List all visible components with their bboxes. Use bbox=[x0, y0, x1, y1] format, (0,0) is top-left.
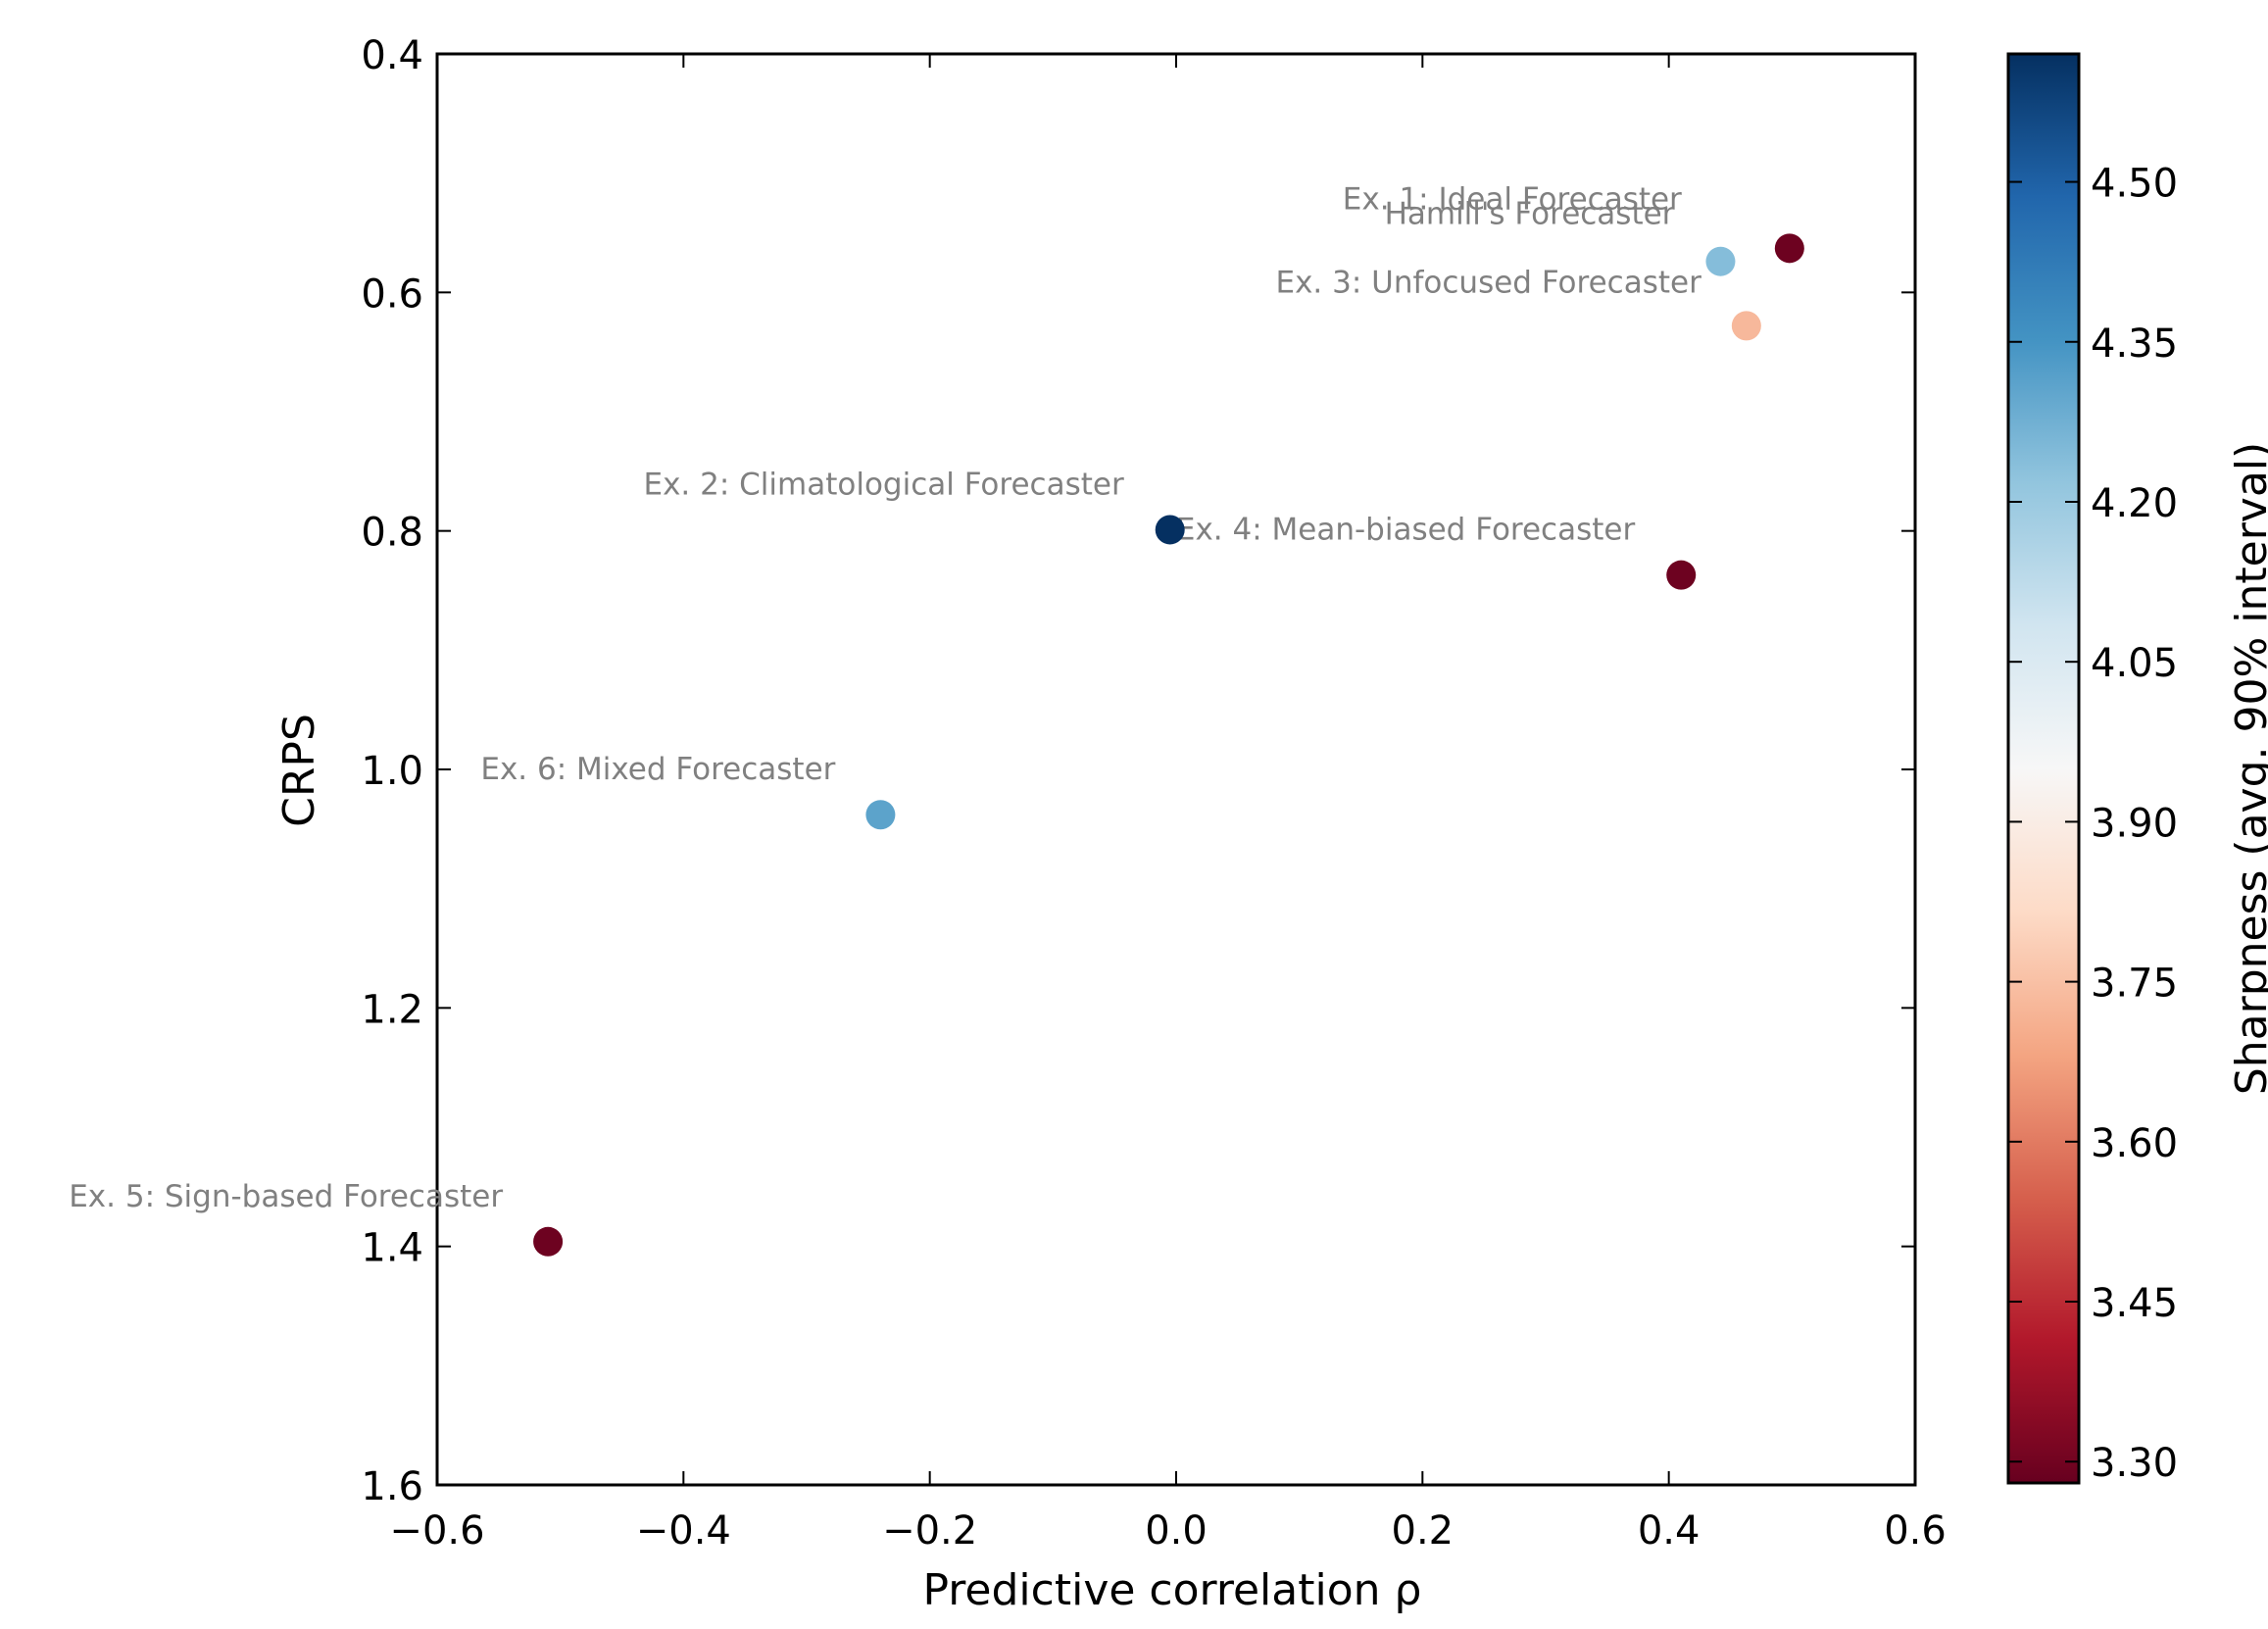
point-annotation: Ex. 2: Climatological Forecaster bbox=[643, 467, 1123, 502]
y-axis: 0.4 0.6 0.8 1.0 1.2 1.4 1.6 bbox=[361, 33, 1915, 1509]
x-tick-label: 0.4 bbox=[1638, 1508, 1701, 1554]
y-tick-label: 1.2 bbox=[361, 987, 423, 1032]
y-tick-label: 1.0 bbox=[361, 749, 423, 794]
scatter-point bbox=[1731, 311, 1761, 341]
x-tick-label: 0.0 bbox=[1145, 1508, 1208, 1554]
colorbar-tick-label: 4.05 bbox=[2091, 641, 2178, 686]
scatter-point bbox=[1155, 515, 1185, 545]
markers bbox=[533, 233, 1804, 1257]
colorbar-tick-label: 3.45 bbox=[2091, 1281, 2178, 1326]
y-tick-label: 0.6 bbox=[361, 272, 423, 317]
point-annotation: Ex. 1: Ideal Forecaster bbox=[1343, 181, 1682, 217]
x-axis-label: Predictive correlation ρ bbox=[923, 1565, 1422, 1615]
y-tick-label: 1.4 bbox=[361, 1226, 423, 1271]
x-tick-label: −0.6 bbox=[389, 1508, 484, 1554]
colorbar-tick-label: 3.75 bbox=[2091, 962, 2178, 1007]
y-tick-label: 1.6 bbox=[361, 1464, 423, 1509]
colorbar-tick-label: 4.50 bbox=[2091, 162, 2178, 207]
colorbar-tick-label: 3.60 bbox=[2091, 1121, 2178, 1166]
x-tick-label: −0.2 bbox=[882, 1508, 977, 1554]
colorbar-ticks: 3.30 3.45 3.60 3.75 3.90 4.05 4.20 4.35 4.50 bbox=[2008, 162, 2178, 1486]
x-tick-label: −0.4 bbox=[636, 1508, 731, 1554]
colorbar-tick-label: 3.90 bbox=[2091, 801, 2178, 846]
colorbar-tick-label: 4.35 bbox=[2091, 321, 2178, 367]
scatter-point bbox=[1774, 233, 1804, 264]
scatter-point bbox=[1666, 560, 1697, 590]
scatter-point bbox=[865, 800, 896, 830]
point-annotation: Ex. 6: Mixed Forecaster bbox=[480, 752, 835, 787]
point-annotation: Hamill's Forecaster bbox=[1385, 197, 1675, 232]
colorbar-gradient bbox=[2006, 52, 2081, 1485]
colorbar-label: Sharpness (avg. 90% interval) bbox=[2227, 442, 2268, 1095]
colorbar-tick-label: 3.30 bbox=[2091, 1441, 2178, 1486]
x-axis: −0.6 −0.4 −0.2 0.0 0.2 0.4 0.6 bbox=[389, 54, 1947, 1554]
y-axis-label: CRPS bbox=[274, 714, 324, 827]
x-tick-label: 0.6 bbox=[1884, 1508, 1947, 1554]
point-annotation: Ex. 4: Mean-biased Forecaster bbox=[1176, 513, 1636, 548]
point-annotation: Ex. 5: Sign-based Forecaster bbox=[69, 1179, 503, 1214]
colorbar-tick-label: 4.20 bbox=[2091, 481, 2178, 526]
y-tick-label: 0.4 bbox=[361, 33, 423, 78]
colorbar: 3.30 3.45 3.60 3.75 3.90 4.05 4.20 4.35 4.50 Sha… bbox=[2006, 52, 2268, 1486]
y-tick-label: 0.8 bbox=[361, 511, 423, 556]
point-annotation: Ex. 3: Unfocused Forecaster bbox=[1276, 265, 1702, 300]
scatter-point bbox=[533, 1226, 564, 1257]
scatter-point bbox=[1705, 246, 1736, 276]
x-tick-label: 0.2 bbox=[1392, 1508, 1454, 1554]
